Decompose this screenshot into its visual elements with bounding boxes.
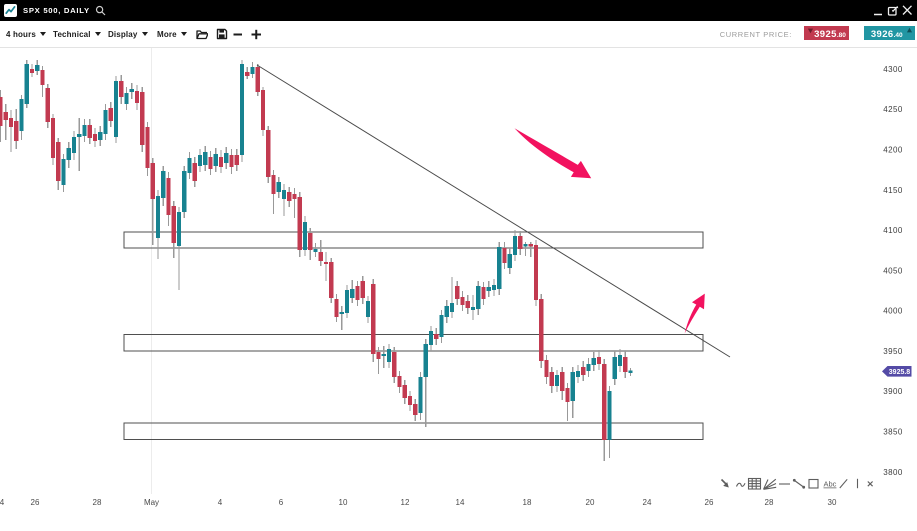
- svg-text:20: 20: [586, 498, 595, 507]
- svg-text:4150: 4150: [883, 186, 903, 195]
- svg-text:4300: 4300: [883, 65, 903, 74]
- svg-text:28: 28: [93, 498, 102, 507]
- svg-text:4: 4: [218, 498, 223, 507]
- svg-text:3950: 3950: [883, 347, 903, 356]
- svg-text:14: 14: [456, 498, 465, 507]
- svg-text:26: 26: [31, 498, 40, 507]
- svg-text:3900: 3900: [883, 387, 903, 396]
- svg-text:26: 26: [705, 498, 714, 507]
- svg-text:4100: 4100: [883, 226, 903, 235]
- svg-text:24: 24: [643, 498, 652, 507]
- svg-text:4: 4: [0, 498, 5, 507]
- svg-text:12: 12: [401, 498, 410, 507]
- svg-text:10: 10: [339, 498, 348, 507]
- svg-text:4250: 4250: [883, 105, 903, 114]
- svg-text:May: May: [144, 498, 159, 507]
- svg-text:3800: 3800: [883, 468, 903, 477]
- svg-text:28: 28: [765, 498, 774, 507]
- svg-text:4200: 4200: [883, 145, 903, 154]
- svg-text:6: 6: [279, 498, 284, 507]
- svg-text:3925.8: 3925.8: [889, 369, 911, 376]
- svg-text:4050: 4050: [883, 266, 903, 275]
- svg-text:18: 18: [523, 498, 532, 507]
- svg-text:30: 30: [828, 498, 837, 507]
- svg-text:3850: 3850: [883, 428, 903, 437]
- svg-text:Abc: Abc: [824, 480, 837, 489]
- svg-text:4000: 4000: [883, 307, 903, 316]
